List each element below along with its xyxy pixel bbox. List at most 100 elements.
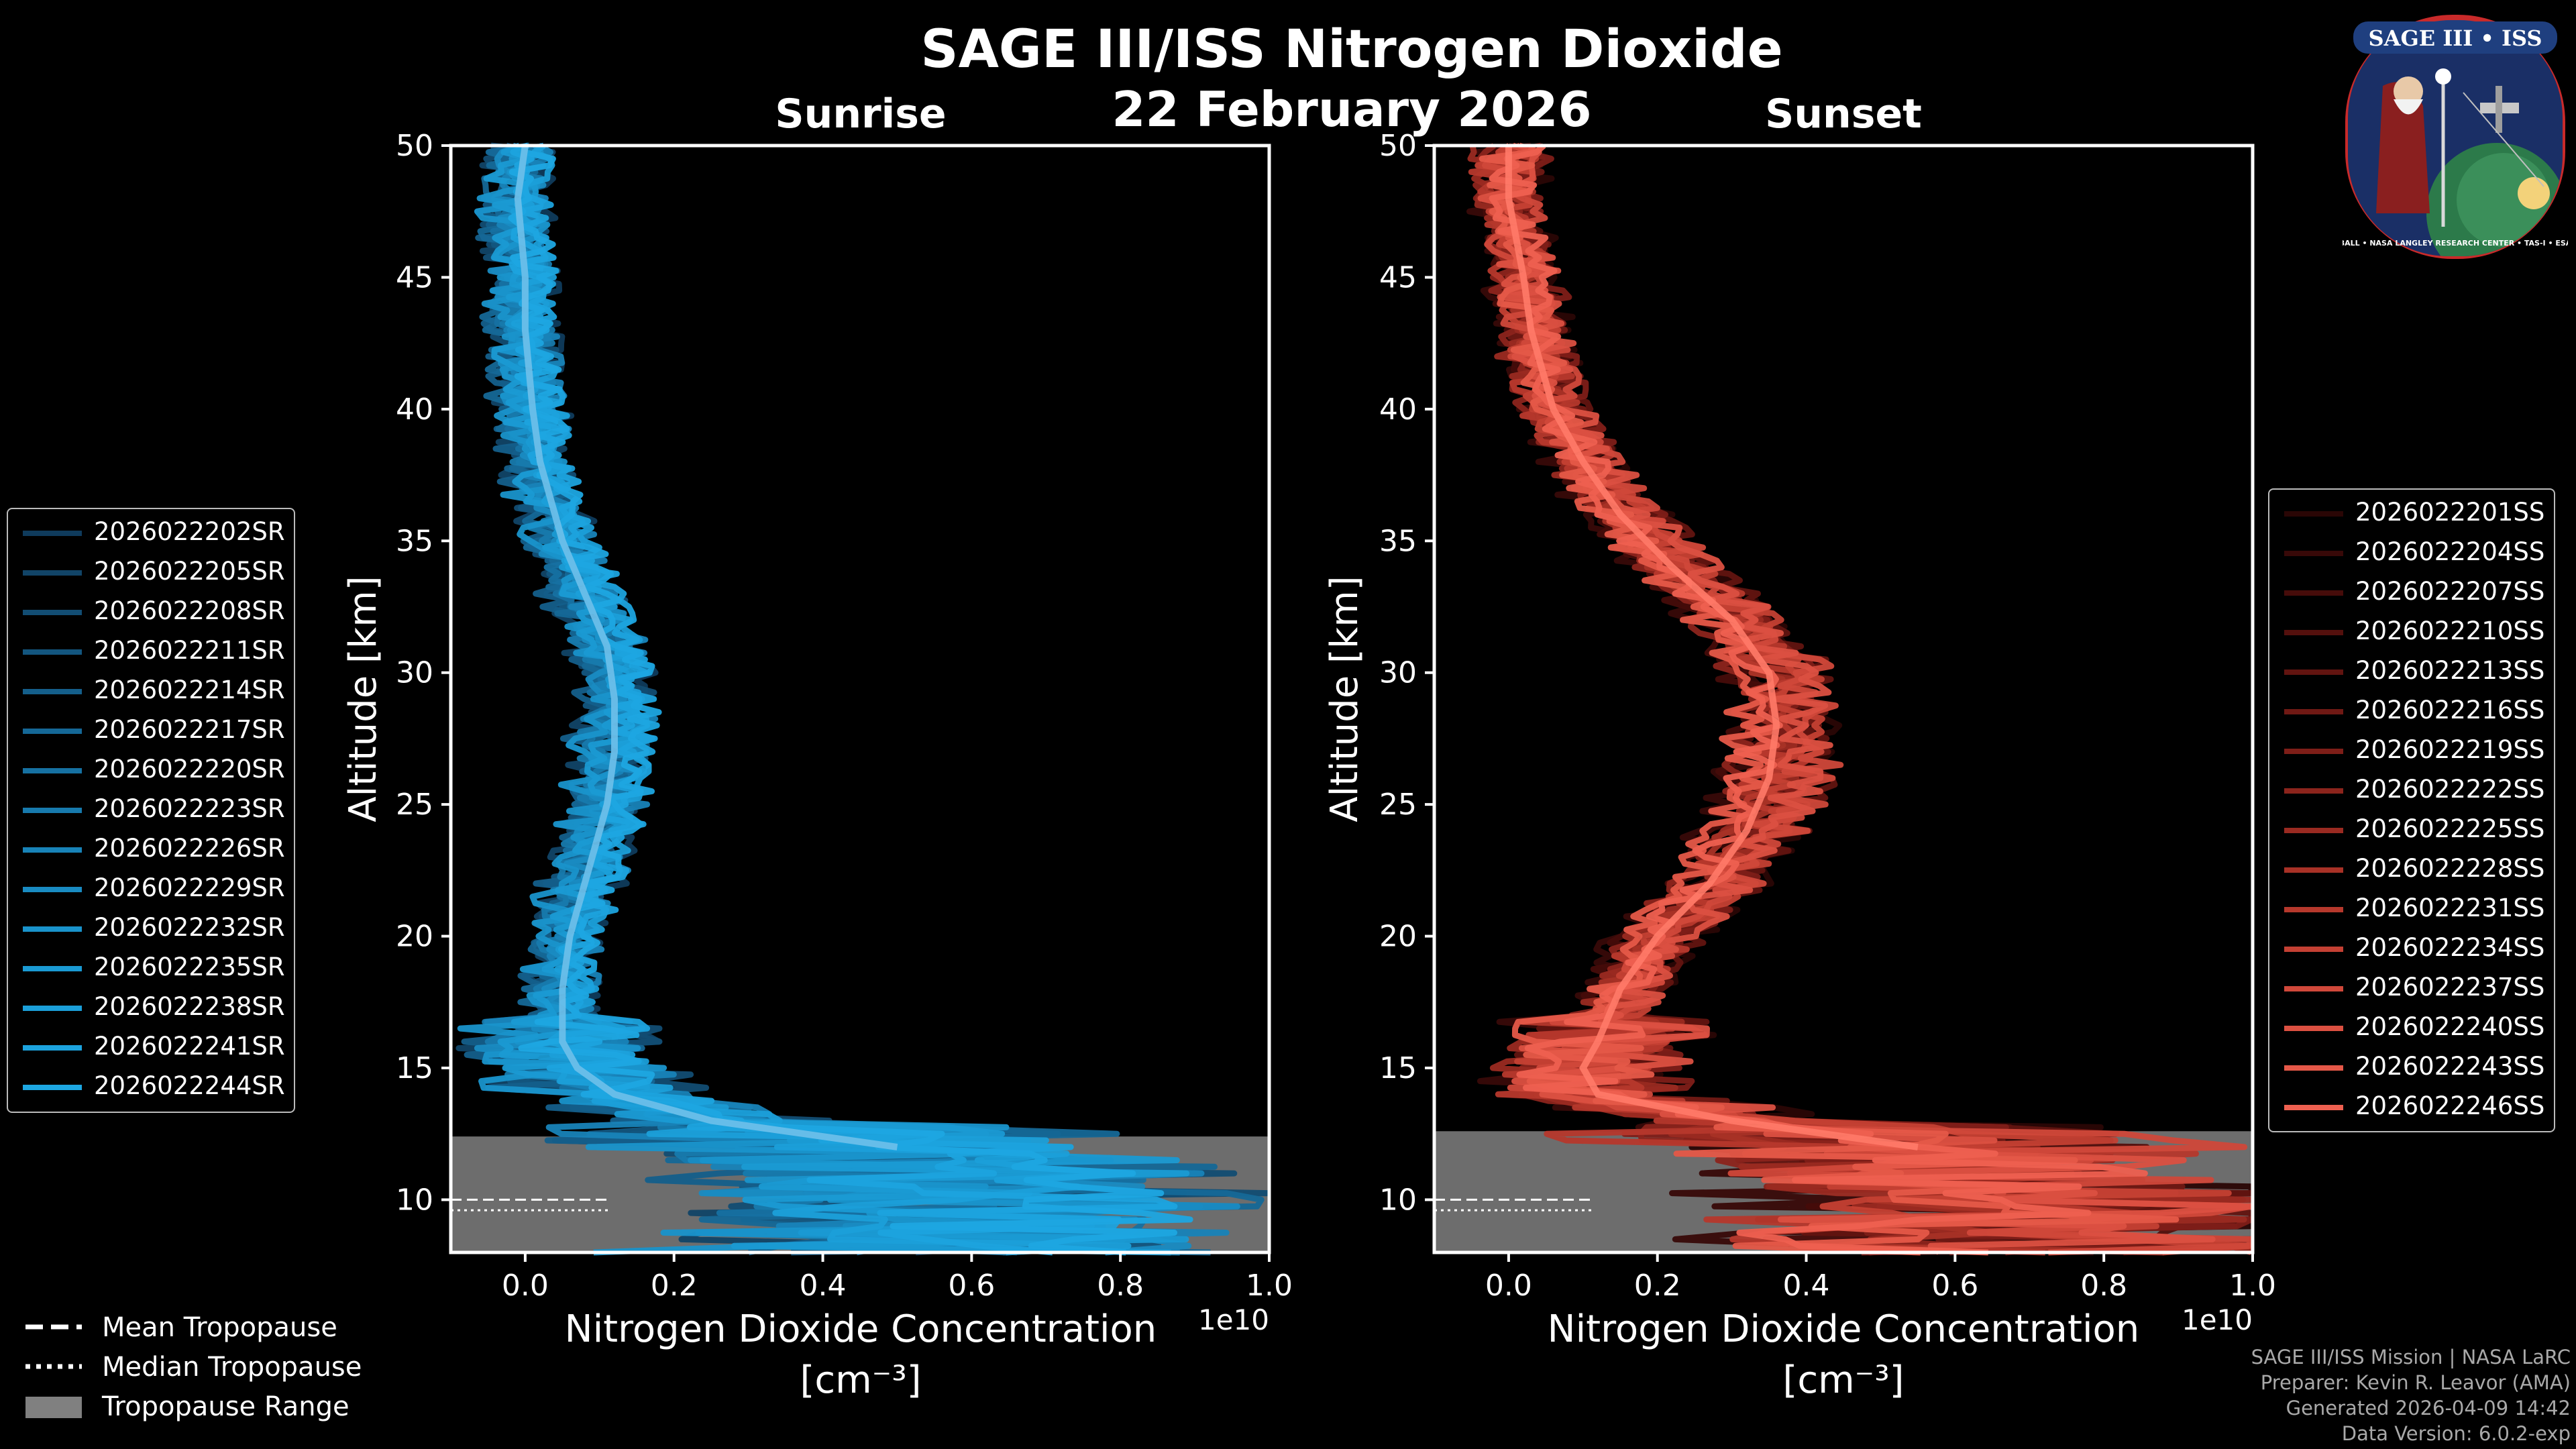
sunrise-ytick-label: 20 xyxy=(396,920,433,954)
sunrise-legend-label: 2026022241SR xyxy=(94,1032,285,1061)
sunset-xtick-label: 0.4 xyxy=(1783,1269,1830,1303)
sunset-legend-item: 2026022234SS xyxy=(2269,929,2554,969)
sunrise-legend-label: 2026022244SR xyxy=(94,1071,285,1100)
sunrise-legend-swatch xyxy=(23,570,82,576)
sunset-legend-item: 2026022222SS xyxy=(2269,771,2554,810)
median-tropopause-label: Median Tropopause xyxy=(102,1352,362,1383)
sunrise-legend-item: 2026022235SR xyxy=(8,949,294,988)
sunrise-legend-item: 2026022208SR xyxy=(8,592,294,632)
sunset-legend-swatch xyxy=(2284,590,2343,596)
sunrise-legend-swatch xyxy=(23,768,82,773)
sunset-legend-label: 2026022231SS xyxy=(2355,894,2545,922)
sunrise-legend-item: 2026022223SR xyxy=(8,790,294,830)
logo-top-text: SAGE III • ISS xyxy=(2369,25,2542,51)
sunrise-legend-label: 2026022220SR xyxy=(94,755,285,784)
sunrise-xtick-label: 0.2 xyxy=(651,1269,698,1303)
sunset-legend-swatch xyxy=(2284,1065,2343,1071)
info-line-version: Data Version: 6.0.2-exp xyxy=(2341,1422,2571,1445)
sunset-legend-item: 2026022204SS xyxy=(2269,533,2554,573)
sunset-xtick-label: 0.0 xyxy=(1485,1269,1532,1303)
sunrise-xtick-label: 0.0 xyxy=(502,1269,549,1303)
sunset-legend-label: 2026022219SS xyxy=(2355,735,2545,764)
sunrise-legend-label: 2026022229SR xyxy=(94,873,285,902)
tropopause-range-label: Tropopause Range xyxy=(101,1391,350,1422)
tropopause-legend: Mean Tropopause Median Tropopause Tropop… xyxy=(25,1312,362,1422)
sunset-legend-label: 2026022246SS xyxy=(2355,1091,2545,1120)
sunset-ytick-label: 10 xyxy=(1379,1183,1417,1217)
sunrise-panel: Sunrise 0.0 0.2 0.4 0.6 0.8 1.0 10 15 20 25 30 35 40… xyxy=(341,91,1293,1402)
sunset-legend-label: 2026022243SS xyxy=(2355,1052,2545,1081)
sunrise-legend-swatch xyxy=(23,610,82,615)
sunset-legend-label: 2026022207SS xyxy=(2355,577,2545,606)
sunset-legend-item: 2026022213SS xyxy=(2269,652,2554,692)
sunrise-x-scale-label: 1e10 xyxy=(1198,1303,1269,1336)
sunrise-legend-swatch xyxy=(23,1006,82,1011)
info-line-preparer: Preparer: Kevin R. Leavor (AMA) xyxy=(2260,1371,2571,1394)
sage-iii-iss-mission-logo: SAGE III • ISS BALL • NASA LANGLEY RESEA… xyxy=(2343,15,2568,259)
sunset-legend: 2026022201SS 2026022204SS 2026022207SS 2026… xyxy=(2268,488,2555,1132)
sunset-x-scale-label: 1e10 xyxy=(2182,1303,2253,1336)
sunrise-legend-label: 2026022238SR xyxy=(94,992,285,1021)
sunset-legend-swatch xyxy=(2284,907,2343,912)
sunset-plot-frame xyxy=(1432,144,2255,1254)
sunset-legend-swatch xyxy=(2284,749,2343,754)
sunset-panel-title: Sunset xyxy=(1765,91,1922,138)
sunset-legend-swatch xyxy=(2284,867,2343,873)
info-line-generated: Generated 2026-04-09 14:42 xyxy=(2286,1397,2571,1419)
sunrise-legend-swatch xyxy=(23,1045,82,1051)
sunrise-legend-item: 2026022214SR xyxy=(8,672,294,711)
sunset-legend-swatch xyxy=(2284,788,2343,794)
sunrise-legend-label: 2026022208SR xyxy=(94,596,285,625)
sunset-xlabel-unit: [cm⁻³] xyxy=(1782,1358,1904,1402)
sunset-legend-label: 2026022228SS xyxy=(2355,854,2545,883)
tropopause-range-swatch xyxy=(25,1397,82,1418)
sunset-legend-item: 2026022246SS xyxy=(2269,1087,2554,1127)
sunrise-legend-label: 2026022235SR xyxy=(94,953,285,981)
sunrise-legend-item: 2026022220SR xyxy=(8,751,294,790)
sunrise-legend-item: 2026022232SR xyxy=(8,909,294,949)
sunrise-legend-swatch xyxy=(23,966,82,971)
sunrise-legend-item: 2026022211SR xyxy=(8,632,294,672)
info-line-mission: SAGE III/ISS Mission | NASA LaRC xyxy=(2251,1346,2571,1368)
sunrise-legend-item: 2026022241SR xyxy=(8,1028,294,1067)
sunrise-ytick-label: 35 xyxy=(396,524,433,558)
sunset-legend-item: 2026022237SS xyxy=(2269,969,2554,1008)
sunrise-legend-swatch xyxy=(23,531,82,536)
sunset-legend-label: 2026022204SS xyxy=(2355,537,2545,566)
sunset-ytick-label: 30 xyxy=(1379,656,1417,690)
sunrise-ytick-label: 50 xyxy=(396,129,433,163)
sunset-xtick-label: 0.2 xyxy=(1634,1269,1681,1303)
sunset-legend-item: 2026022210SS xyxy=(2269,612,2554,652)
sunset-ytick-label: 45 xyxy=(1379,260,1417,294)
sunset-legend-label: 2026022210SS xyxy=(2355,616,2545,645)
sunrise-legend-swatch xyxy=(23,649,82,655)
sunrise-legend-swatch xyxy=(23,689,82,694)
sunrise-mean-profile xyxy=(514,145,898,1150)
sunset-legend-item: 2026022231SS xyxy=(2269,890,2554,929)
sunrise-plot-frame xyxy=(449,144,1271,1254)
sunrise-legend-label: 2026022232SR xyxy=(94,913,285,942)
sunrise-legend-swatch xyxy=(23,847,82,853)
sunset-mean-profile xyxy=(1505,146,1919,1150)
sunset-legend-label: 2026022234SS xyxy=(2355,933,2545,962)
sunset-legend-item: 2026022243SS xyxy=(2269,1048,2554,1087)
sunset-legend-swatch xyxy=(2284,828,2343,833)
sunset-legend-item: 2026022225SS xyxy=(2269,810,2554,850)
sunrise-legend-swatch xyxy=(23,1085,82,1090)
sunrise-legend-item: 2026022244SR xyxy=(8,1067,294,1107)
sunset-legend-swatch xyxy=(2284,1026,2343,1031)
sunrise-legend-swatch xyxy=(23,887,82,892)
sunrise-xtick-label: 0.4 xyxy=(800,1269,847,1303)
sunset-ylabel: Altitude [km] xyxy=(1323,576,1366,822)
sunset-legend-label: 2026022237SS xyxy=(2355,973,2545,1002)
sunset-xtick-label: 0.8 xyxy=(2080,1269,2127,1303)
sunrise-legend-label: 2026022202SR xyxy=(94,517,285,546)
sunrise-legend-swatch xyxy=(23,926,82,932)
sunset-legend-item: 2026022216SS xyxy=(2269,692,2554,731)
sunrise-legend-item: 2026022229SR xyxy=(8,869,294,909)
sunrise-legend-label: 2026022205SR xyxy=(94,557,285,586)
sunrise-ytick-label: 15 xyxy=(396,1051,433,1085)
sunset-legend-swatch xyxy=(2284,551,2343,556)
sunrise-legend-label: 2026022226SR xyxy=(94,834,285,863)
